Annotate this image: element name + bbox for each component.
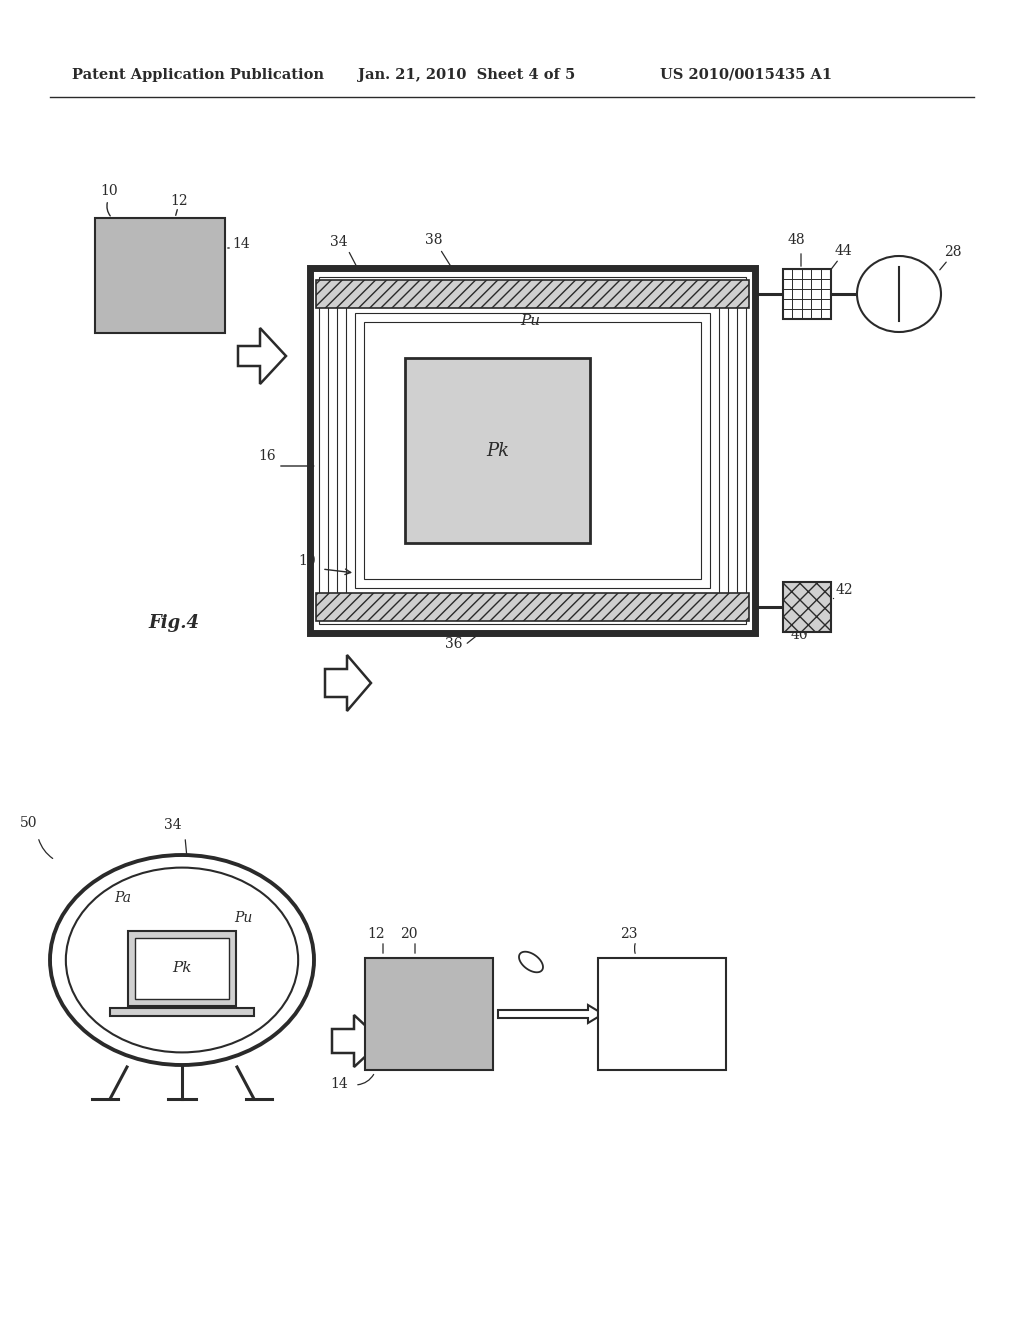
Polygon shape (325, 655, 371, 711)
Bar (337, 294, 728, 606)
Bar (95, 218, 225, 333)
Bar (328, 286, 737, 615)
Bar (316, 280, 749, 308)
Text: 12: 12 (170, 194, 187, 209)
Polygon shape (519, 952, 543, 973)
Text: 10: 10 (298, 554, 315, 568)
Bar (783, 582, 831, 632)
Text: 36: 36 (445, 638, 463, 651)
Bar (783, 269, 831, 319)
Ellipse shape (857, 256, 941, 333)
Bar (135, 939, 229, 999)
Bar (355, 313, 710, 587)
Text: Pa: Pa (114, 891, 131, 906)
Text: 20: 20 (400, 927, 418, 941)
Text: Pu: Pu (234, 911, 252, 925)
Text: Jan. 21, 2010  Sheet 4 of 5: Jan. 21, 2010 Sheet 4 of 5 (358, 69, 575, 82)
Text: 34: 34 (330, 235, 347, 249)
Text: Pu: Pu (520, 314, 540, 327)
Bar (598, 958, 726, 1071)
Bar (406, 358, 590, 543)
Text: 14: 14 (232, 238, 250, 251)
Bar (346, 304, 719, 597)
Text: 42: 42 (836, 583, 854, 597)
Text: 28: 28 (944, 246, 962, 259)
Ellipse shape (66, 867, 298, 1052)
Text: 16: 16 (258, 449, 275, 463)
Polygon shape (332, 1015, 382, 1067)
Bar (110, 1008, 254, 1016)
Text: US 2010/0015435 A1: US 2010/0015435 A1 (660, 69, 833, 82)
Bar (319, 277, 746, 624)
Text: 34: 34 (164, 818, 181, 832)
Bar (364, 322, 701, 579)
FancyArrow shape (498, 1005, 603, 1023)
Ellipse shape (50, 855, 314, 1065)
Text: 50: 50 (20, 816, 38, 830)
Text: 14: 14 (330, 1077, 348, 1092)
Text: Pk: Pk (486, 441, 509, 459)
Text: 48: 48 (788, 234, 806, 247)
Bar (365, 958, 493, 1071)
Text: 12: 12 (367, 927, 385, 941)
Bar (316, 593, 749, 620)
Text: 10: 10 (100, 183, 118, 198)
Text: Patent Application Publication: Patent Application Publication (72, 69, 324, 82)
Text: 23: 23 (620, 927, 638, 941)
Text: Pk: Pk (172, 961, 191, 975)
Bar (128, 931, 236, 1006)
Text: 44: 44 (835, 244, 853, 257)
Text: 40: 40 (791, 628, 809, 642)
Text: 38: 38 (425, 234, 442, 247)
Bar (310, 268, 755, 634)
Text: Fig.4: Fig.4 (148, 614, 199, 632)
Polygon shape (238, 327, 286, 384)
